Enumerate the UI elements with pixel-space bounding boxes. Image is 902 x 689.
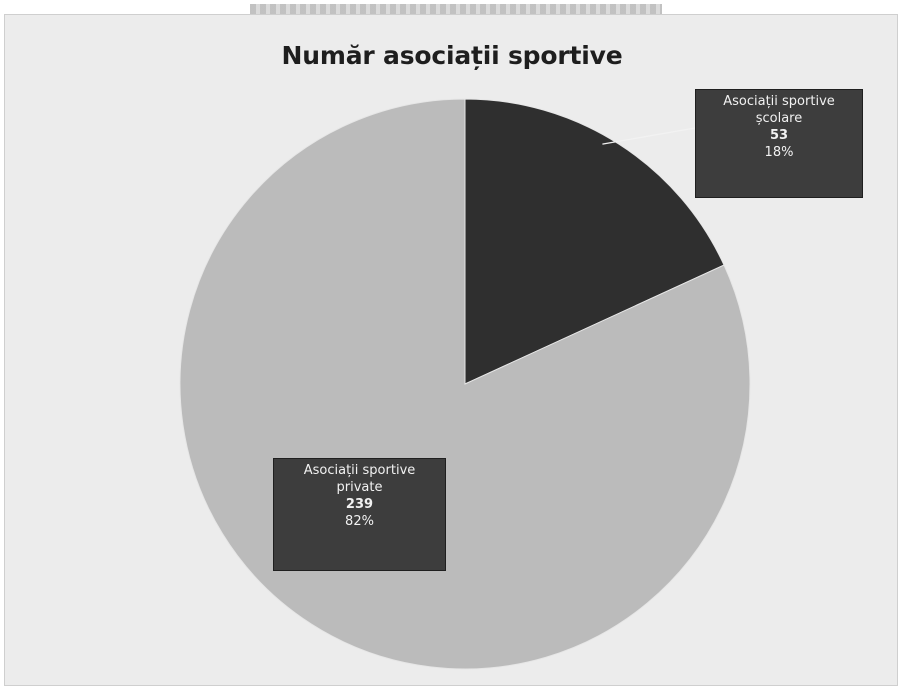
data-label-value: 239 bbox=[274, 496, 445, 513]
data-label-line: școlare bbox=[696, 110, 862, 127]
data-label-line: private bbox=[274, 479, 445, 496]
data-label-percent: 18% bbox=[696, 144, 862, 161]
data-label-value: 53 bbox=[696, 127, 862, 144]
chart-area: Număr asociații sportive Asociații sport… bbox=[4, 14, 898, 686]
data-label-private: Asociații sportive private 239 82% bbox=[273, 458, 446, 571]
data-label-line: Asociații sportive bbox=[696, 93, 862, 110]
leader-line bbox=[602, 128, 695, 144]
data-label-percent: 82% bbox=[274, 513, 445, 530]
top-edge-artifact bbox=[250, 4, 662, 14]
data-label-line: Asociații sportive bbox=[274, 462, 445, 479]
data-label-scolare: Asociații sportive școlare 53 18% bbox=[695, 89, 863, 198]
